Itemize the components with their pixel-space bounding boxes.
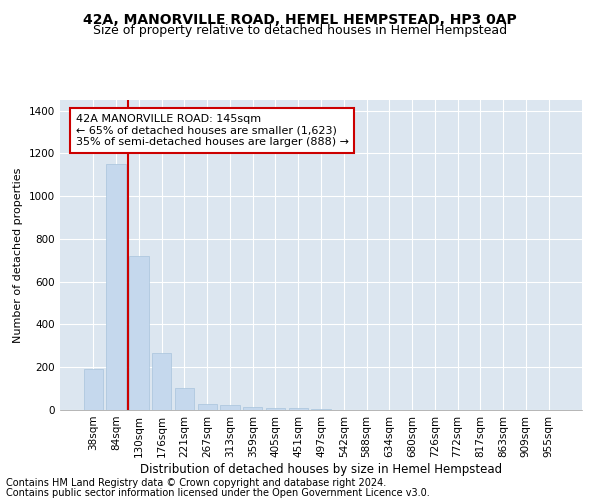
Bar bbox=[106, 164, 126, 410]
Bar bbox=[243, 407, 262, 410]
Bar bbox=[289, 408, 308, 410]
Y-axis label: Number of detached properties: Number of detached properties bbox=[13, 168, 23, 342]
Text: 42A, MANORVILLE ROAD, HEMEL HEMPSTEAD, HP3 0AP: 42A, MANORVILLE ROAD, HEMEL HEMPSTEAD, H… bbox=[83, 12, 517, 26]
Bar bbox=[152, 354, 172, 410]
Text: Contains HM Land Registry data © Crown copyright and database right 2024.: Contains HM Land Registry data © Crown c… bbox=[6, 478, 386, 488]
Text: 42A MANORVILLE ROAD: 145sqm
← 65% of detached houses are smaller (1,623)
35% of : 42A MANORVILLE ROAD: 145sqm ← 65% of det… bbox=[76, 114, 349, 147]
Bar bbox=[129, 256, 149, 410]
Text: Size of property relative to detached houses in Hemel Hempstead: Size of property relative to detached ho… bbox=[93, 24, 507, 37]
Bar bbox=[311, 409, 331, 410]
Bar bbox=[197, 404, 217, 410]
Bar bbox=[175, 388, 194, 410]
Bar bbox=[220, 404, 239, 410]
Text: Contains public sector information licensed under the Open Government Licence v3: Contains public sector information licen… bbox=[6, 488, 430, 498]
Bar bbox=[84, 370, 103, 410]
X-axis label: Distribution of detached houses by size in Hemel Hempstead: Distribution of detached houses by size … bbox=[140, 462, 502, 475]
Bar bbox=[266, 408, 285, 410]
